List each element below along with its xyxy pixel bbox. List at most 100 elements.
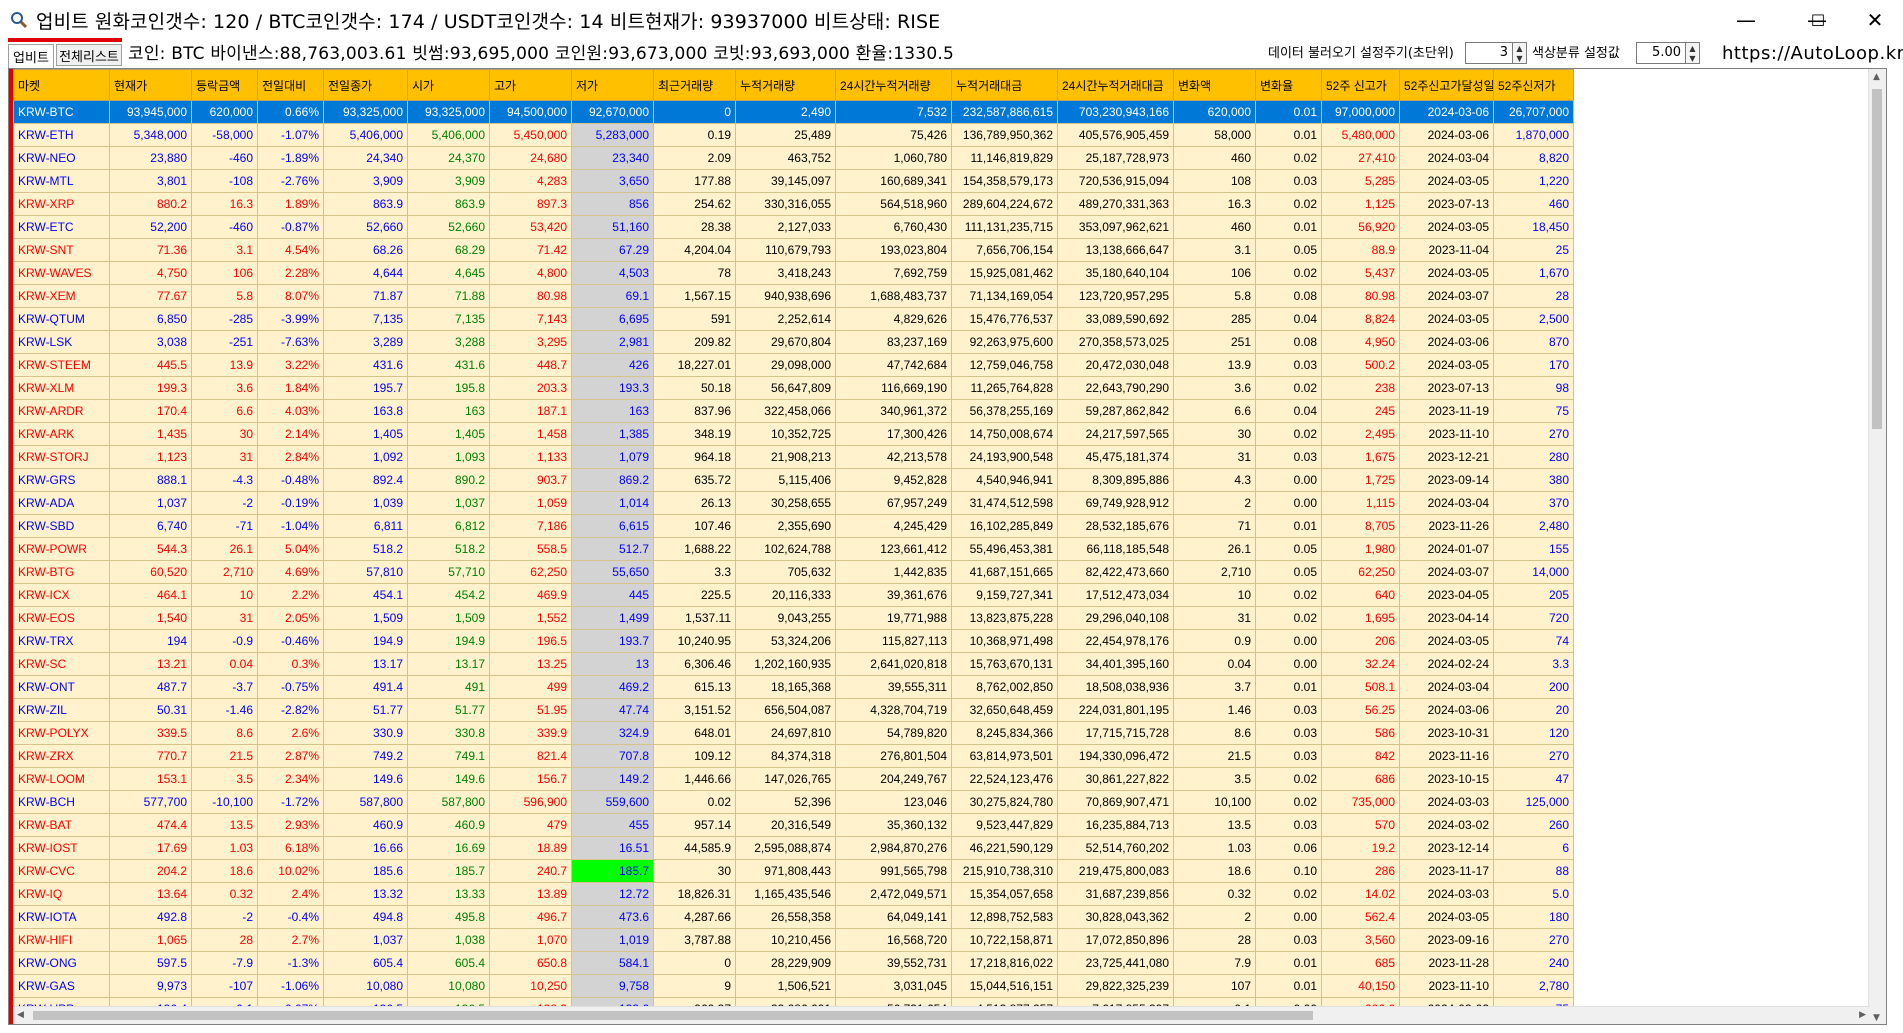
tab-full-list[interactable]: 전체리스트 [56, 44, 122, 66]
table-cell: 720,536,915,094 [1057, 169, 1174, 193]
table-cell: 635.72 [653, 468, 736, 492]
scroll-left-icon[interactable]: ◀ [17, 1010, 24, 1020]
table-row[interactable]: KRW-QTUM 6,850 -285 -3.99% 7,135 7,135 7,143 6,… [13, 307, 1574, 331]
spin-down-icon[interactable]: ▼ [1516, 53, 1523, 63]
table-row[interactable]: KRW-STORJ 1,123 31 2.84% 1,092 1,093 1,133 1,07… [13, 445, 1574, 469]
table-cell: KRW-ETC [13, 215, 110, 239]
table-row[interactable]: KRW-LSK 3,038 -251 -7.63% 3,289 3,288 3,295 2,9… [13, 330, 1574, 354]
table-cell: 5.8 [1173, 284, 1256, 308]
column-header[interactable]: 현재가 [109, 69, 192, 101]
horizontal-scroll-thumb[interactable] [33, 1011, 1313, 1020]
table-row[interactable]: KRW-ETC 52,200 -460 -0.87% 52,660 52,660 53,42… [13, 215, 1574, 239]
table-cell: 512.7 [571, 537, 654, 561]
table-row[interactable]: KRW-XEM 77.67 5.8 8.07% 71.87 71.88 80.98 69.1 1… [13, 284, 1574, 308]
column-header[interactable]: 전일대비 [257, 69, 324, 101]
column-header[interactable]: 24시간누적거래대금 [1057, 69, 1174, 101]
column-header[interactable]: 변화율 [1255, 69, 1322, 101]
table-row[interactable]: KRW-ONG 597.5 -7.9 -1.3% 605.4 605.4 650.8 584.… [13, 951, 1574, 975]
table-row[interactable]: KRW-BTC 93,945,000 620,000 0.66% 93,325,000 9… [13, 100, 1574, 124]
tab-upbit[interactable]: 업비트 [8, 44, 54, 68]
vertical-scrollbar[interactable]: ▲ ▼ [1868, 69, 1886, 1024]
spin-down-icon[interactable]: ▼ [1689, 53, 1696, 63]
color-threshold-spinner[interactable]: ▲ ▼ [1686, 42, 1700, 64]
column-header[interactable]: 전일종가 [323, 69, 408, 101]
scroll-right-icon[interactable]: ▶ [1859, 1010, 1866, 1020]
table-row[interactable]: KRW-ICX 464.1 10 2.2% 454.1 454.2 469.9 445 225.… [13, 583, 1574, 607]
table-row[interactable]: KRW-ADA 1,037 -2 -0.19% 1,039 1,037 1,059 1,014… [13, 491, 1574, 515]
column-header[interactable]: 시가 [407, 69, 490, 101]
table-row[interactable]: KRW-ONT 487.7 -3.7 -0.75% 491.4 491 499 469.2 61… [13, 675, 1574, 699]
table-row[interactable]: KRW-ARK 1,435 30 2.14% 1,405 1,405 1,458 1,385 3… [13, 422, 1574, 446]
spin-up-icon[interactable]: ▲ [1516, 43, 1523, 53]
table-row[interactable]: KRW-ZIL 50.31 -1.46 -2.82% 51.77 51.77 51.95 47… [13, 698, 1574, 722]
maximize-button[interactable]: ☐ [1810, 10, 1826, 30]
table-row[interactable]: KRW-BCH 577,700 -10,100 -1.72% 587,800 587,80… [13, 790, 1574, 814]
table-cell: 0.02 [1255, 422, 1322, 446]
table-row[interactable]: KRW-SBD 6,740 -71 -1.04% 6,811 6,812 7,186 6,61… [13, 514, 1574, 538]
scroll-down-icon[interactable]: ▼ [1873, 1013, 1880, 1023]
horizontal-scrollbar[interactable]: ◀ ▶ [13, 1006, 1870, 1024]
table-cell: 52,660 [407, 215, 490, 239]
table-row[interactable]: KRW-IOST 17.69 1.03 6.18% 16.66 16.69 18.89 16.… [13, 836, 1574, 860]
table-row[interactable]: KRW-SC 13.21 0.04 0.3% 13.17 13.17 13.25 13 6,30… [13, 652, 1574, 676]
column-header[interactable]: 마켓 [13, 69, 110, 101]
table-row[interactable]: KRW-POWR 544.3 26.1 5.04% 518.2 518.2 558.5 512… [13, 537, 1574, 561]
table-row[interactable]: KRW-IQ 13.64 0.32 2.4% 13.32 13.33 13.89 12.72 1… [13, 882, 1574, 906]
table-cell: -2 [191, 491, 258, 515]
table-row[interactable]: KRW-NEO 23,880 -460 -1.89% 24,340 24,370 24,68… [13, 146, 1574, 170]
table-cell: 123,046 [835, 790, 952, 814]
table-row[interactable]: KRW-BAT 474.4 13.5 2.93% 460.9 460.9 479 455 957… [13, 813, 1574, 837]
table-row[interactable]: KRW-HIFI 1,065 28 2.7% 1,037 1,038 1,070 1,019 3… [13, 928, 1574, 952]
site-link[interactable]: https://AutoLoop.kr [1722, 43, 1903, 64]
table-cell: -58,000 [191, 123, 258, 147]
table-row[interactable]: KRW-ETH 5,348,000 -58,000 -1.07% 5,406,000 5,… [13, 123, 1574, 147]
table-row[interactable]: KRW-BTG 60,520 2,710 4.69% 57,810 57,710 62,25… [13, 560, 1574, 584]
table-cell: 0.03 [1255, 721, 1322, 745]
column-header[interactable]: 누적거래량 [735, 69, 836, 101]
close-button[interactable]: ✕ [1866, 8, 1884, 32]
table-row[interactable]: KRW-XRP 880.2 16.3 1.89% 863.9 863.9 897.3 856 2… [13, 192, 1574, 216]
interval-spinner[interactable]: ▲ ▼ [1513, 42, 1527, 64]
column-header[interactable]: 누적거래대금 [951, 69, 1058, 101]
column-header[interactable]: 최근거래량 [653, 69, 736, 101]
color-threshold-input[interactable]: 5.00 [1636, 42, 1686, 64]
column-header[interactable]: 변화액 [1173, 69, 1256, 101]
table-cell: 469.2 [571, 675, 654, 699]
table-row[interactable]: KRW-GAS 9,973 -107 -1.06% 10,080 10,080 10,250… [13, 974, 1574, 998]
column-header[interactable]: 52주 신고가 [1321, 69, 1400, 101]
table-cell: 7,532 [835, 100, 952, 124]
table-row[interactable]: KRW-CVC 204.2 18.6 10.02% 185.6 185.7 240.7 185… [13, 859, 1574, 883]
table-row[interactable]: KRW-GRS 888.1 -4.3 -0.48% 892.4 890.2 903.7 869… [13, 468, 1574, 492]
minimize-button[interactable]: — [1736, 8, 1756, 32]
table-row[interactable]: KRW-POLYX 339.5 8.6 2.6% 330.9 330.8 339.9 324.… [13, 721, 1574, 745]
vertical-scroll-thumb[interactable] [1872, 89, 1882, 429]
column-header[interactable]: 52주신고가달성일 [1399, 69, 1494, 101]
table-row[interactable]: KRW-IOTA 492.8 -2 -0.4% 494.8 495.8 496.7 473.6… [13, 905, 1574, 929]
column-header[interactable]: 24시간누적거래량 [835, 69, 952, 101]
table-row[interactable]: KRW-SNT 71.36 3.1 4.54% 68.26 68.29 71.42 67.29… [13, 238, 1574, 262]
interval-input[interactable]: 3 [1465, 42, 1513, 64]
table-row[interactable]: KRW-XLM 199.3 3.6 1.84% 195.7 195.8 203.3 193.3… [13, 376, 1574, 400]
table-cell: 17,715,715,728 [1057, 721, 1174, 745]
table-row[interactable]: KRW-EOS 1,540 31 2.05% 1,509 1,509 1,552 1,499 1… [13, 606, 1574, 630]
table-cell: 13,138,666,647 [1057, 238, 1174, 262]
minimize-button[interactable]: — [1807, 8, 1827, 32]
scroll-up-icon[interactable]: ▲ [1873, 72, 1880, 82]
column-header[interactable]: 52주신저가 [1493, 69, 1574, 101]
spin-up-icon[interactable]: ▲ [1689, 43, 1696, 53]
table-row[interactable]: KRW-ZRX 770.7 21.5 2.87% 749.2 749.1 821.4 707.… [13, 744, 1574, 768]
table-row[interactable]: KRW-WAVES 4,750 106 2.28% 4,644 4,645 4,800 4,5… [13, 261, 1574, 285]
table-cell: 2023-11-10 [1399, 422, 1494, 446]
column-header[interactable]: 등락금액 [191, 69, 258, 101]
table-cell: 106 [191, 261, 258, 285]
table-cell: 160,689,341 [835, 169, 952, 193]
table-row[interactable]: KRW-TRX 194 -0.9 -0.46% 194.9 194.9 196.5 193.7… [13, 629, 1574, 653]
table-row[interactable]: KRW-ARDR 170.4 6.6 4.03% 163.8 163 187.1 163 837… [13, 399, 1574, 423]
table-cell: 224,031,801,195 [1057, 698, 1174, 722]
column-header[interactable]: 저가 [571, 69, 654, 101]
table-row[interactable]: KRW-MTL 3,801 -108 -2.76% 3,909 3,909 4,283 3,6… [13, 169, 1574, 193]
table-cell: 2024-03-02 [1399, 813, 1494, 837]
table-row[interactable]: KRW-STEEM 445.5 13.9 3.22% 431.6 431.6 448.7 42… [13, 353, 1574, 377]
column-header[interactable]: 고가 [489, 69, 572, 101]
table-row[interactable]: KRW-LOOM 153.1 3.5 2.34% 149.6 149.6 156.7 149.… [13, 767, 1574, 791]
